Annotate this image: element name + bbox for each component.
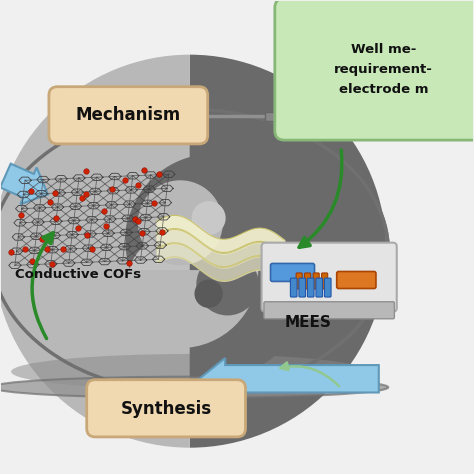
Wedge shape [190, 116, 325, 386]
FancyBboxPatch shape [337, 272, 376, 289]
FancyBboxPatch shape [87, 380, 246, 437]
Text: Well me-
requirement-
electrode m: Well me- requirement- electrode m [334, 43, 433, 96]
FancyBboxPatch shape [299, 278, 306, 297]
FancyBboxPatch shape [324, 278, 331, 297]
FancyBboxPatch shape [313, 273, 319, 289]
Ellipse shape [129, 225, 288, 324]
Wedge shape [102, 270, 258, 348]
Wedge shape [126, 154, 300, 329]
Ellipse shape [0, 109, 388, 393]
FancyArrow shape [0, 164, 48, 204]
FancyBboxPatch shape [264, 302, 394, 319]
Ellipse shape [0, 377, 388, 398]
Wedge shape [190, 55, 386, 447]
FancyBboxPatch shape [291, 278, 297, 297]
FancyBboxPatch shape [265, 112, 277, 121]
Circle shape [191, 201, 226, 235]
Circle shape [194, 280, 223, 308]
FancyBboxPatch shape [271, 264, 315, 282]
FancyBboxPatch shape [316, 278, 322, 297]
FancyBboxPatch shape [262, 243, 397, 312]
FancyBboxPatch shape [321, 273, 328, 289]
FancyArrow shape [199, 358, 379, 400]
Text: Mechanism: Mechanism [76, 106, 181, 124]
FancyBboxPatch shape [275, 0, 474, 140]
Text: MEES: MEES [284, 315, 331, 329]
Wedge shape [0, 55, 190, 447]
Circle shape [196, 253, 259, 316]
FancyBboxPatch shape [308, 278, 314, 297]
Circle shape [138, 180, 223, 265]
Text: Conductive COFs: Conductive COFs [15, 268, 141, 281]
FancyBboxPatch shape [305, 273, 311, 289]
FancyBboxPatch shape [296, 273, 302, 289]
Ellipse shape [11, 354, 368, 390]
Text: Synthesis: Synthesis [120, 400, 212, 418]
FancyBboxPatch shape [49, 87, 208, 144]
